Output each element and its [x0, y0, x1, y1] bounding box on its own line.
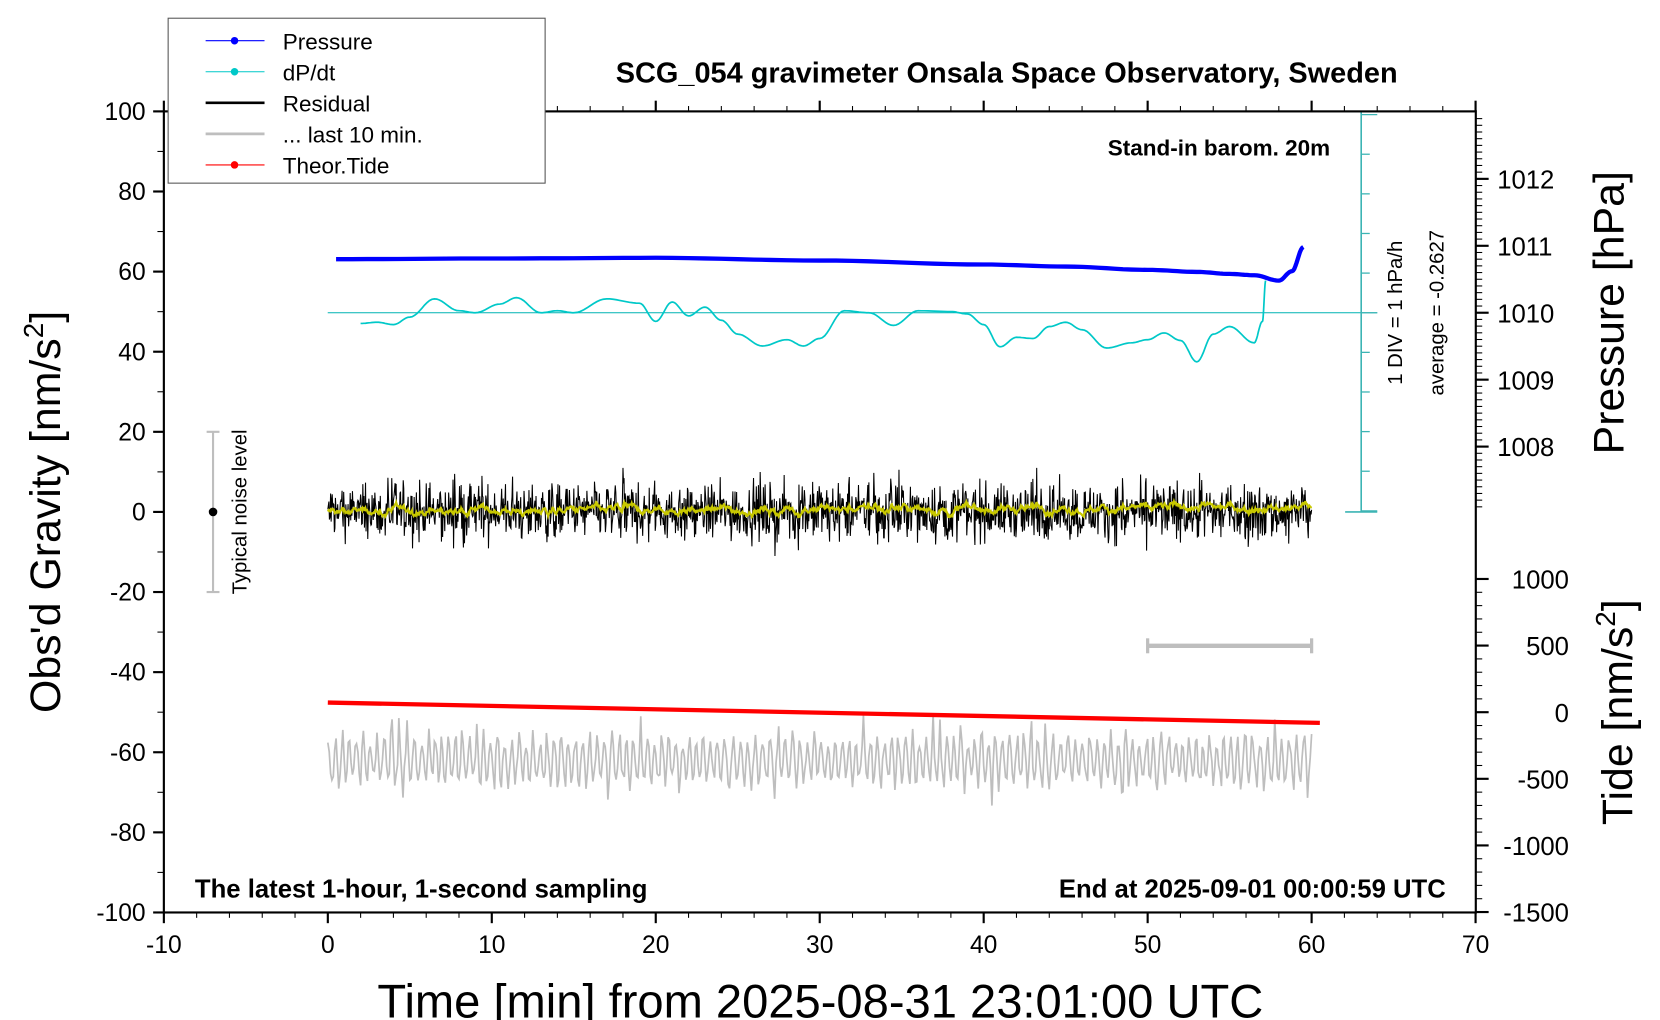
y-label-sup: 2 [18, 323, 49, 338]
series-dpdt [360, 280, 1267, 363]
axis-ticks: -10 0 10 20 30 40 50 60 70100806040200-20-40-60-… [96, 99, 1569, 959]
pressure-tick-label: 1012 [1497, 166, 1554, 194]
chart-title: SCG_054 gravimeter Onsala Space Observat… [616, 57, 1398, 89]
legend-label: Pressure [283, 29, 373, 54]
legend-label: ... last 10 min. [283, 122, 423, 147]
y-tick-label: -40 [110, 660, 146, 687]
y-tick-label: 100 [105, 99, 146, 126]
y-tick-label: -60 [110, 740, 146, 767]
traces [206, 110, 1378, 806]
legend-marker [230, 68, 239, 76]
y-tick-label: -20 [110, 580, 146, 607]
tide-tick-label: -1500 [1503, 900, 1569, 928]
tide-axis-label: Tide [nm/s2] [1590, 599, 1642, 825]
legend-label: Residual [283, 91, 371, 116]
tide-tick-label: -500 [1518, 766, 1569, 794]
y-axis-label: Obs'd Gravity [nm/s2] [18, 311, 70, 713]
pressure-tick-label: 1010 [1497, 300, 1554, 328]
end-time-note: End at 2025-09-01 00:00:59 UTC [1059, 875, 1446, 903]
x-tick-label: 20 [642, 932, 669, 959]
pressure-axis-label: Pressure [hPa] [1586, 171, 1634, 454]
sampling-note: The latest 1-hour, 1-second sampling [195, 875, 647, 903]
pressure-tick-label: 1008 [1497, 434, 1554, 462]
series-theor-tide [327, 700, 1320, 726]
legend-label: Theor.Tide [283, 154, 390, 179]
series-residual-smoothed [326, 497, 1313, 521]
x-tick-label: 50 [1134, 932, 1161, 959]
x-tick-label: 40 [970, 932, 997, 959]
series-residual [327, 467, 1313, 556]
x-tick-label: 70 [1462, 932, 1489, 959]
y-label-end: ] [22, 311, 70, 323]
noise-bar-dot [208, 507, 218, 517]
series-pressure [336, 245, 1305, 283]
x-tick-label: 10 [478, 932, 505, 959]
x-axis-label: Time [min] from 2025-08-31 23:01:00 UTC [377, 974, 1263, 1020]
tide-tick-label: 1000 [1512, 567, 1569, 595]
y-tick-label: 40 [118, 339, 145, 366]
tide-label-text: Tide [nm/s [1594, 627, 1642, 825]
y-tick-label: 60 [118, 259, 145, 286]
y-tick-label: 20 [118, 419, 145, 446]
series-last-10-min [326, 714, 1313, 806]
x-tick-label: 60 [1298, 932, 1325, 959]
tide-tick-label: 0 [1555, 700, 1569, 728]
legend-box [167, 17, 546, 184]
y-tick-label: 80 [118, 179, 145, 206]
average-note: average = -0.2627 [1427, 230, 1449, 396]
noise-label: Typical noise level [229, 429, 251, 594]
x-tick-label: 0 [321, 932, 335, 959]
pressure-tick-label: 1011 [1497, 233, 1552, 261]
tide-tick-label: 500 [1526, 633, 1569, 661]
y-label-text: Obs'd Gravity [nm/s [22, 338, 70, 713]
legend-label: dP/dt [283, 60, 336, 85]
div-note: 1 DIV = 1 hPa/h [1385, 241, 1407, 385]
legend: Pressure dP/dt Residual ... last 10 min. The… [167, 17, 546, 184]
tide-label-sup: 2 [1590, 611, 1621, 626]
y-tick-label: 0 [132, 499, 146, 526]
pressure-tick-label: 1009 [1497, 367, 1554, 395]
tide-tick-label: -1000 [1503, 833, 1569, 861]
x-tick-label: 30 [806, 932, 833, 959]
y-tick-label: -80 [110, 820, 146, 847]
barometer-note: Stand-in barom. 20m [1108, 135, 1330, 160]
legend-marker [230, 36, 239, 45]
tide-label-end: ] [1594, 599, 1642, 611]
y-tick-label: -100 [96, 900, 145, 927]
legend-marker [230, 161, 239, 169]
x-tick-label: -10 [146, 932, 182, 959]
